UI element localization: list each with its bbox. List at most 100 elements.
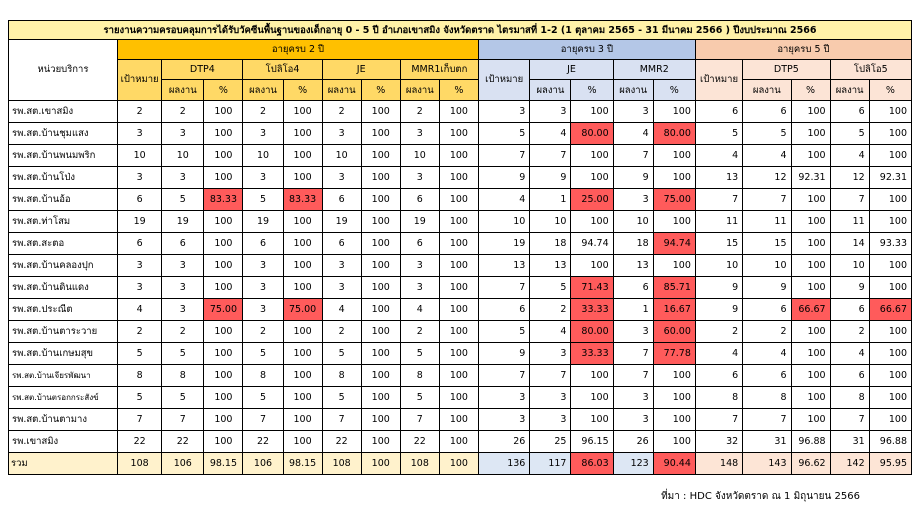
value-cell: 96.15: [570, 430, 614, 453]
value-cell: 100: [360, 188, 401, 211]
value-cell: 4: [694, 144, 744, 167]
value-cell: 100: [203, 408, 244, 431]
header-result: ผลงาน: [529, 79, 572, 101]
value-cell: 18: [612, 232, 654, 255]
value-cell: 10: [161, 144, 205, 167]
unit-name: รพ.สต.เขาสมิง: [8, 100, 118, 123]
value-cell: 2: [242, 320, 284, 343]
value-cell: 92.31: [868, 166, 913, 189]
value-cell: 66.67: [868, 298, 913, 321]
value-cell: 100: [203, 232, 244, 255]
value-cell: 100: [282, 166, 323, 189]
value-cell: 31: [742, 430, 792, 453]
value-cell: 83.33: [282, 188, 323, 211]
unit-name: รพ.สต.บ้านดินแดง: [8, 276, 118, 299]
value-cell: 3: [116, 122, 163, 145]
value-cell: 4: [612, 122, 654, 145]
value-cell: 100: [282, 254, 323, 277]
value-cell: 3: [321, 166, 362, 189]
value-cell: 100: [570, 166, 614, 189]
value-cell: 12: [742, 166, 792, 189]
value-cell: 9: [829, 276, 870, 299]
value-cell: 3: [242, 254, 284, 277]
header-mmr1: MMR1เก็บตก: [399, 59, 479, 80]
value-cell: 3: [242, 166, 284, 189]
value-cell: 6: [399, 188, 440, 211]
value-cell: 7: [116, 408, 163, 431]
value-cell: 71.43: [570, 276, 614, 299]
value-cell: 13: [612, 254, 654, 277]
value-cell: 75.00: [203, 298, 244, 321]
value-cell: 100: [360, 122, 401, 145]
value-cell: 26: [612, 430, 654, 453]
unit-name: รพ.สต.ประณีต: [8, 298, 118, 321]
value-cell: 6: [116, 188, 163, 211]
value-cell: 8: [399, 364, 440, 387]
value-cell: 100: [438, 122, 479, 145]
value-cell: 100: [570, 210, 614, 233]
unit-name: รพ.สต.บ้านตาระวาย: [8, 320, 118, 343]
report-title: รายงานความครอบคลุมการได้รับวัคซีนพื้นฐาน…: [8, 20, 912, 40]
value-cell: 3: [529, 100, 572, 123]
value-cell: 4: [742, 342, 792, 365]
value-cell: 22: [242, 430, 284, 453]
value-cell: 3: [161, 298, 205, 321]
unit-name: รพ.สต.บ้านอ้อ: [8, 188, 118, 211]
value-cell: 85.71: [652, 276, 696, 299]
value-cell: 100: [438, 320, 479, 343]
value-cell: 7: [529, 144, 572, 167]
value-cell: 95.95: [868, 452, 913, 475]
value-cell: 3: [242, 298, 284, 321]
value-cell: 100: [790, 408, 831, 431]
value-cell: 3: [612, 386, 654, 409]
value-cell: 7: [694, 408, 744, 431]
value-cell: 100: [790, 320, 831, 343]
value-cell: 5: [161, 188, 205, 211]
value-cell: 106: [242, 452, 284, 475]
value-cell: 96.62: [790, 452, 831, 475]
value-cell: 3: [116, 166, 163, 189]
header-unit: หน่วยบริการ: [8, 39, 118, 101]
value-cell: 10: [529, 210, 572, 233]
header-age-5: อายุครบ 5 ปี: [694, 39, 913, 60]
value-cell: 13: [529, 254, 572, 277]
header-polio5: โปลิโอ5: [829, 59, 913, 80]
value-cell: 19: [477, 232, 531, 255]
unit-name: รพ.สต.บ้านเกษมสุข: [8, 342, 118, 365]
value-cell: 100: [360, 320, 401, 343]
value-cell: 7: [742, 408, 792, 431]
value-cell: 96.88: [790, 430, 831, 453]
value-cell: 5: [116, 386, 163, 409]
value-cell: 19: [242, 210, 284, 233]
value-cell: 6: [477, 298, 531, 321]
value-cell: 100: [282, 386, 323, 409]
value-cell: 100: [652, 100, 696, 123]
value-cell: 18: [529, 232, 572, 255]
value-cell: 75.00: [282, 298, 323, 321]
value-cell: 3: [161, 122, 205, 145]
value-cell: 26: [477, 430, 531, 453]
value-cell: 100: [652, 210, 696, 233]
table-row: รพ.สต.บ้านชุมแสง 3 3 100 3 100 3 100 3 100 5 4 80.00…: [8, 122, 913, 145]
vaccine-coverage-table: รายงานความครอบคลุมการได้รับวัคซีนพื้นฐาน…: [8, 20, 913, 475]
value-cell: 3: [321, 276, 362, 299]
value-cell: 3: [321, 254, 362, 277]
table-row: รพ.สต.บ้านตามาง 7 7 100 7 100 7 100 7 100 3 3 100 3 10…: [8, 408, 913, 431]
value-cell: 100: [438, 276, 479, 299]
value-cell: 100: [438, 254, 479, 277]
value-cell: 7: [612, 342, 654, 365]
header-target-5: เป้าหมาย: [694, 59, 744, 101]
value-cell: 100: [652, 364, 696, 387]
value-cell: 6: [321, 188, 362, 211]
value-cell: 7: [477, 364, 531, 387]
value-cell: 100: [360, 452, 401, 475]
value-cell: 3: [116, 254, 163, 277]
value-cell: 100: [360, 210, 401, 233]
value-cell: 80.00: [652, 122, 696, 145]
value-cell: 6: [399, 232, 440, 255]
value-cell: 100: [438, 452, 479, 475]
value-cell: 100: [868, 364, 913, 387]
value-cell: 100: [790, 232, 831, 255]
value-cell: 9: [742, 276, 792, 299]
value-cell: 3: [612, 408, 654, 431]
